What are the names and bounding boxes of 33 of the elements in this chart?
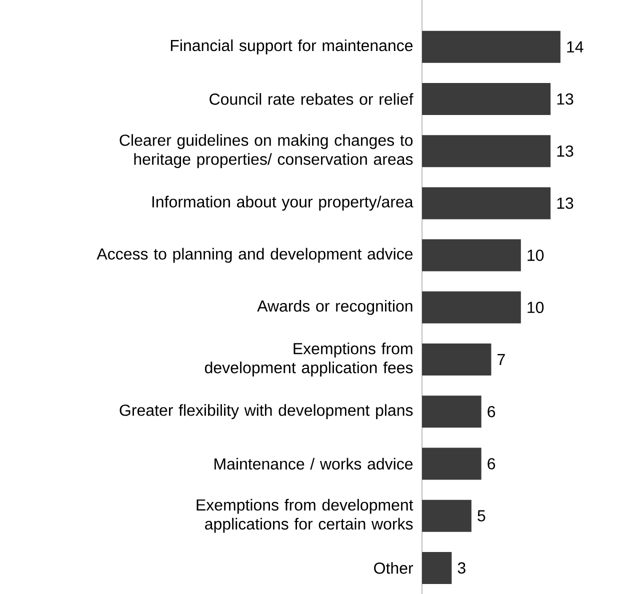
- y-tick-label: Access to planning and development advice: [96, 248, 413, 263]
- data-label: 14: [567, 41, 584, 52]
- bar: [422, 187, 551, 220]
- bar: [422, 239, 521, 272]
- data-label: 6: [488, 458, 496, 470]
- bar: [422, 344, 492, 376]
- bar: [422, 135, 551, 168]
- data-label: 13: [557, 198, 574, 209]
- bar: [422, 30, 560, 63]
- data-label: 6: [488, 406, 496, 418]
- data-label: 13: [557, 93, 574, 105]
- bar: [422, 448, 482, 480]
- y-tick-label: Greater flexibility with development plans: [120, 404, 413, 420]
- bar: [422, 552, 452, 584]
- y-tick-label: Exemptions from development applications for certain works: [196, 498, 414, 533]
- y-tick-label: Information about your property/area: [152, 196, 414, 211]
- data-label: 5: [478, 510, 486, 522]
- data-label: 7: [498, 354, 505, 366]
- data-label: 10: [528, 250, 544, 261]
- data-label: 13: [557, 145, 574, 157]
- bar: [422, 83, 551, 115]
- y-tick-label: Clearer guidelines on making changes to heritage properties/ conservation areas: [120, 134, 413, 168]
- y-tick-label: Other: [374, 562, 414, 574]
- y-tick-label: Financial support for maintenance: [170, 39, 413, 54]
- bar: [422, 500, 472, 532]
- y-tick-label: Awards or recognition: [257, 300, 412, 315]
- bar: [422, 291, 521, 324]
- bar: [422, 396, 482, 428]
- data-label: 10: [528, 302, 544, 314]
- y-tick-label: Maintenance / works advice: [214, 458, 413, 470]
- y-tick-label: Exemptions from development application fees: [204, 342, 413, 376]
- data-label: 3: [458, 562, 466, 574]
- y-tick-label: Council rate rebates or relief: [210, 93, 414, 105]
